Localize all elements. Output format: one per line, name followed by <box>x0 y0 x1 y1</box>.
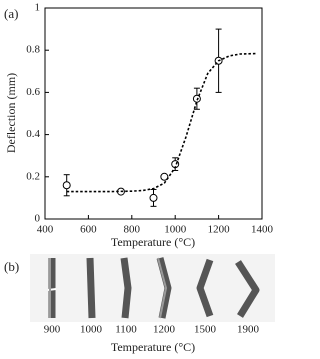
rod <box>235 260 260 318</box>
y-axis-label: Deflection (mm) <box>4 73 18 153</box>
photo-label: 1500 <box>194 324 217 336</box>
y-tick-label: 0 <box>35 213 41 225</box>
photo-background <box>30 254 275 322</box>
rod-photos <box>30 254 275 322</box>
x-tick-label: 400 <box>37 224 54 236</box>
fit-line <box>66 52 256 193</box>
y-tick-label: 0.4 <box>26 128 40 140</box>
plot-frame <box>44 7 263 220</box>
data-point <box>160 172 169 181</box>
data-point <box>62 181 71 190</box>
rod <box>196 258 214 318</box>
photo-label: 900 <box>44 324 61 336</box>
rod <box>86 257 96 319</box>
rod <box>156 257 172 319</box>
data-point <box>149 193 158 202</box>
photo-label: 1900 <box>237 324 260 336</box>
figure: (a) (b) Deflection (mm) Temperature (°C)… <box>4 2 275 354</box>
panel-label: (a) <box>4 6 18 21</box>
x-tick-label: 600 <box>80 224 97 236</box>
photo-label: 1100 <box>115 324 137 336</box>
y-tick-label: 0.8 <box>26 44 40 56</box>
photo-label: 1000 <box>80 324 103 336</box>
x-axis-label: Temperature (°C) <box>111 235 195 249</box>
x-tick-label: 800 <box>124 224 141 236</box>
y-tick-label: 0.2 <box>26 170 40 182</box>
photo-axis-label: Temperature (°C) <box>111 340 195 354</box>
y-tick-label: 1 <box>35 2 41 14</box>
x-tick-label: 1000 <box>164 224 187 236</box>
x-tick-label: 1400 <box>251 224 274 236</box>
rod <box>120 257 132 319</box>
y-tick-label: 0.6 <box>26 86 40 98</box>
rod-highlight <box>157 257 167 319</box>
photo-label: 1200 <box>153 324 176 336</box>
x-tick-label: 1200 <box>208 224 231 236</box>
panel-label: (b) <box>4 259 19 274</box>
